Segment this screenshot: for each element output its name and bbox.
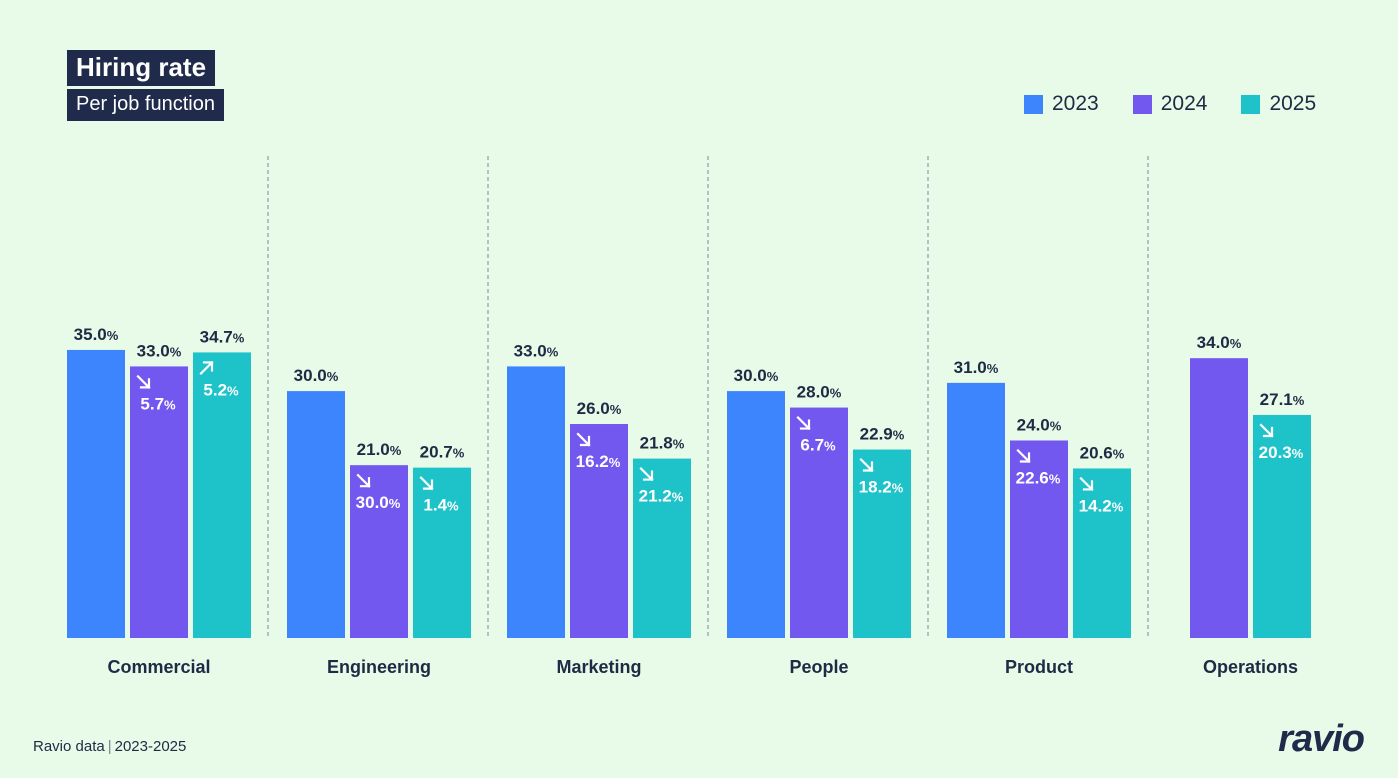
value-label-marketing-2024: 26.0%	[577, 399, 622, 418]
value-label-product-2024: 24.0%	[1017, 415, 1062, 434]
change-label-commercial-2024: 5.7%	[140, 394, 176, 413]
change-label-marketing-2025: 21.2%	[639, 487, 684, 506]
bar-commercial-2023	[67, 349, 125, 638]
trend-down-icon	[1079, 476, 1094, 492]
legend-swatch-2024	[1132, 94, 1152, 114]
legend: 2023 2024 2025	[1024, 92, 1316, 116]
legend-label-2025: 2025	[1269, 92, 1317, 115]
trend-down-icon	[859, 457, 874, 473]
chart-title: Hiring rate	[67, 50, 216, 86]
category-label-operations: Operations	[1203, 657, 1298, 677]
change-label-operations-2025: 20.3%	[1259, 443, 1304, 462]
trend-down-icon	[1259, 423, 1274, 438]
trend-up-icon	[199, 360, 214, 375]
value-label-operations-2024: 34.0%	[1197, 333, 1242, 352]
bar-marketing-2023	[507, 366, 565, 638]
trend-down-icon	[576, 432, 591, 447]
value-label-product-2025: 20.6%	[1080, 443, 1125, 462]
change-label-people-2025: 18.2%	[859, 478, 904, 497]
value-label-engineering-2023: 30.0%	[294, 366, 339, 385]
value-label-engineering-2025: 20.7%	[420, 443, 465, 462]
value-label-people-2023: 30.0%	[734, 366, 779, 385]
source-label: Ravio data	[33, 738, 105, 755]
source-years: 2023-2025	[114, 738, 187, 755]
trend-down-icon	[1016, 448, 1031, 464]
bar-people-2025	[853, 449, 911, 638]
bar-engineering-2025	[413, 467, 471, 638]
change-label-commercial-2025: 5.2%	[203, 380, 239, 399]
bar-operations-2025	[1253, 414, 1311, 638]
bar-commercial-2024	[130, 366, 188, 638]
bar-chart: 35.0% 33.0% 5.7% 34.7% 5.2% Commercial 30.0% 21…	[67, 156, 1311, 677]
bar-product-2025	[1073, 468, 1131, 638]
ravio-logo: ravio	[1278, 718, 1365, 760]
category-label-engineering: Engineering	[327, 657, 431, 677]
chart-subtitle: Per job function	[67, 89, 224, 121]
change-label-product-2024: 22.6%	[1016, 468, 1061, 487]
bar-people-2024	[790, 407, 848, 638]
legend-swatch-2023	[1024, 94, 1043, 114]
legend-label-2024: 2024	[1160, 92, 1208, 115]
bar-product-2023	[947, 382, 1005, 638]
legend-item-2023: 2023	[1024, 92, 1099, 116]
change-label-product-2025: 14.2%	[1079, 496, 1124, 515]
change-label-people-2024: 6.7%	[800, 436, 836, 455]
bar-marketing-2024	[570, 424, 628, 638]
value-label-people-2024: 28.0%	[797, 383, 842, 402]
bar-engineering-2023	[287, 391, 345, 638]
source-separator: |	[107, 738, 112, 755]
legend-label-2023: 2023	[1052, 92, 1099, 115]
value-label-engineering-2024: 21.0%	[357, 440, 402, 459]
bar-commercial-2025	[193, 352, 251, 638]
trend-down-icon	[356, 473, 371, 488]
bar-engineering-2024	[350, 465, 408, 638]
trend-down-icon	[419, 476, 434, 491]
legend-item-2025: 2025	[1241, 92, 1316, 116]
data-source: Ravio data | 2023-2025	[33, 738, 186, 755]
bar-people-2023	[727, 391, 785, 638]
value-label-commercial-2024: 33.0%	[137, 341, 182, 360]
value-label-operations-2025: 27.1%	[1260, 390, 1305, 409]
value-label-commercial-2023: 35.0%	[74, 325, 119, 344]
bar-product-2024	[1010, 440, 1068, 638]
legend-item-2024: 2024	[1132, 92, 1208, 116]
value-label-marketing-2025: 21.8%	[640, 434, 685, 453]
category-label-people: People	[789, 657, 848, 677]
value-label-people-2025: 22.9%	[860, 425, 905, 444]
category-label-commercial: Commercial	[107, 657, 210, 677]
bar-marketing-2025	[633, 458, 691, 638]
trend-down-icon	[796, 416, 811, 431]
value-label-commercial-2025: 34.7%	[200, 327, 245, 346]
trend-down-icon	[136, 374, 151, 389]
value-label-product-2023: 31.0%	[954, 358, 999, 377]
trend-down-icon	[639, 467, 654, 482]
category-label-marketing: Marketing	[556, 657, 641, 677]
category-label-product: Product	[1005, 657, 1073, 677]
bar-operations-2024	[1190, 358, 1248, 638]
legend-swatch-2025	[1241, 94, 1261, 114]
value-label-marketing-2023: 33.0%	[514, 341, 559, 360]
change-label-engineering-2024: 30.0%	[356, 493, 401, 512]
change-label-marketing-2024: 16.2%	[576, 452, 621, 471]
change-label-engineering-2025: 1.4%	[423, 496, 459, 515]
